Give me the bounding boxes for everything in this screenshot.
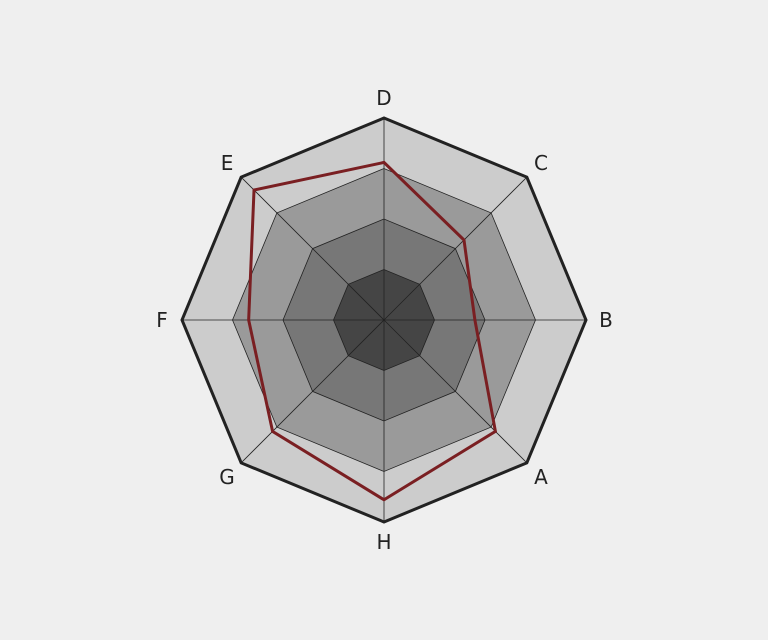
spoke-C <box>383 176 528 321</box>
axis-label-F: F <box>156 308 168 332</box>
radar-series <box>247 160 498 502</box>
spoke-A <box>383 319 528 464</box>
axis-label-H: H <box>376 530 391 554</box>
axis-label-C: C <box>534 151 548 175</box>
axis-label-E: E <box>221 151 234 175</box>
axis-labels: A B C D E F G H <box>156 86 613 554</box>
spoke-G <box>240 319 385 464</box>
axis-label-G: G <box>219 465 235 489</box>
axis-label-B: B <box>599 308 613 332</box>
axis-label-A: A <box>534 465 548 489</box>
axis-label-D: D <box>376 86 391 110</box>
series-line-1 <box>247 160 498 502</box>
radar-spokes <box>182 118 586 522</box>
spoke-E <box>240 176 385 321</box>
